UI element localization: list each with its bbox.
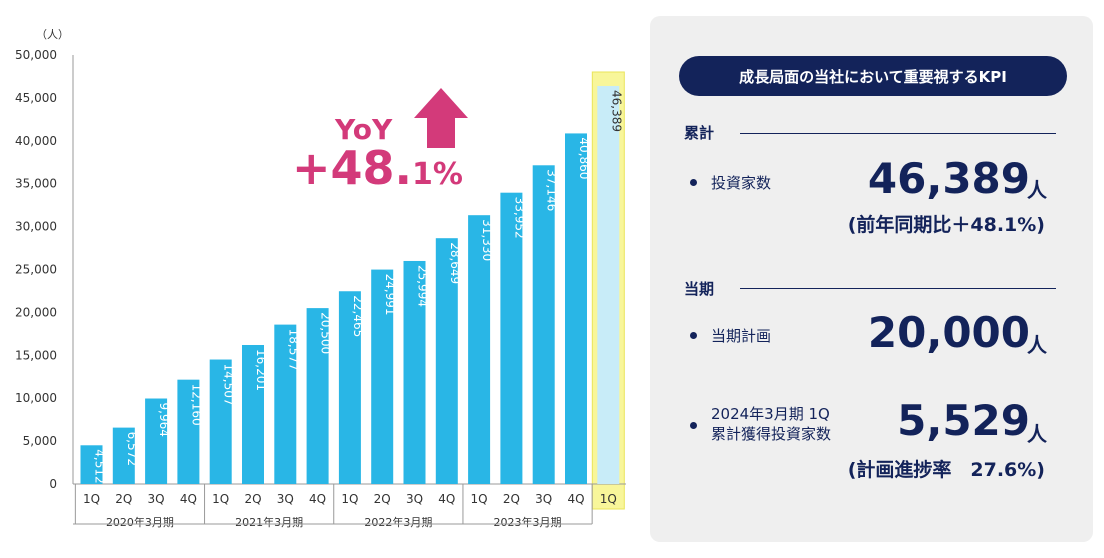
bullet-icon [690,179,697,186]
x-tick-label: 4Q [438,492,455,506]
bar [145,398,168,484]
x-tick-label: 2Q [244,492,261,506]
current-period-heading: 当期 [684,280,715,298]
bar [435,238,458,484]
bar-value-label: 18,577 [286,329,300,371]
acquired-unit: 人 [1027,422,1047,446]
bar [597,85,620,485]
plan-value: 20,000 [867,308,1030,357]
bar-value-label: 37,146 [545,169,559,211]
y-tick-label: 40,000 [15,134,57,148]
bar-value-label: 9,964 [157,403,171,437]
bar-value-label: 46,389 [609,90,623,132]
investor-count-chart: （人） 0 5,000 10,000 15,000 20,000 25,000 30,000 3… [15,28,626,529]
bar-value-label: 33,952 [512,197,526,239]
x-tick-label: 2Q [503,492,520,506]
bar [403,260,426,484]
bar [274,324,297,484]
y-tick-label: 25,000 [15,263,57,277]
x-tick-label: 2Q [374,492,391,506]
cumulative-divider [740,133,1056,134]
x-tick-label: 1Q [471,492,488,506]
bar [112,427,135,484]
yoy-value-small: 1% [412,157,463,192]
x-tick-label: 4Q [309,492,326,506]
x-tick-label: 3Q [535,492,552,506]
bar [532,165,555,484]
kpi-panel: 成長局面の当社において重要視するKPI 累計 投資家数 46,389 人 (前年… [650,16,1093,542]
bar-value-label: 31,330 [480,219,494,261]
fiscal-year-label: 2020年3月期 [106,515,174,529]
cumulative-heading: 累計 [684,124,715,142]
yoy-value-main: +48. [292,141,413,195]
x-tick-label: 3Q [277,492,294,506]
y-tick-label: 35,000 [15,177,57,191]
y-tick-label: 0 [49,477,57,491]
fiscal-year-label: 2023年3月期 [494,515,562,529]
x-tick-label: 2Q [115,492,132,506]
plan-unit: 人 [1027,333,1047,357]
bar-value-label: 22,465 [351,295,365,337]
y-axis-label: （人） [36,28,69,41]
y-tick-label: 10,000 [15,391,57,405]
bar [242,344,264,484]
y-tick-label: 20,000 [15,305,57,319]
x-tick-label: 1Q [600,492,617,506]
bullet-icon [690,332,697,339]
investor-count-unit: 人 [1027,178,1047,202]
bar-value-label: 20,500 [319,312,333,354]
bar [177,379,200,484]
bar [468,215,491,484]
kpi-title: 成長局面の当社において重要視するKPI [679,56,1067,96]
current-period-divider [740,288,1056,289]
acquired-label-line2: 累計獲得投資家数 [711,425,832,443]
bar [500,192,523,484]
bar [209,359,232,484]
bar-value-label: 12,160 [189,384,203,426]
bar-value-label: 28,649 [448,242,462,284]
bar-value-label: 14,507 [222,364,236,406]
acquired-label-line1: 2024年3月期 1Q [711,405,830,423]
yoy-value: +48.1% [292,143,463,200]
investor-count-value: 46,389 [867,154,1030,203]
bar-value-label: 25,994 [416,265,430,307]
x-tick-label: 3Q [406,492,423,506]
bar-value-label: 24,991 [383,274,397,316]
y-tick-label: 45,000 [15,91,57,105]
fiscal-year-label: 2021年3月期 [235,515,303,529]
bullet-icon [690,422,697,429]
bar-value-label: 40,860 [577,137,591,179]
yoy-comparison: (前年同期比＋48.1%) [847,214,1045,236]
up-arrow-icon [414,88,468,148]
y-tick-label: 50,000 [15,48,57,62]
x-tick-label: 1Q [83,492,100,506]
y-tick-label: 15,000 [15,348,57,362]
bar [565,133,587,484]
plan-progress: (計画進捗率 27.6%) [847,459,1045,481]
acquired-value: 5,529 [897,396,1030,445]
x-tick-label: 4Q [567,492,584,506]
investor-count-label: 投資家数 [711,174,772,192]
x-tick-label: 4Q [180,492,197,506]
bar [338,291,361,484]
y-tick-label: 30,000 [15,220,57,234]
bar-value-label: 16,201 [254,349,268,391]
bar-value-label: 6,572 [125,432,139,466]
x-tick-label: 1Q [212,492,229,506]
x-tick-label: 1Q [341,492,358,506]
bar [80,445,103,484]
y-tick-label: 5,000 [23,434,57,448]
yoy-label: YoY [335,113,393,146]
bar [371,269,394,484]
bar-value-label: 4,512 [93,449,107,483]
x-tick-label: 3Q [148,492,165,506]
bar [306,308,329,484]
fiscal-year-label: 2022年3月期 [364,515,432,529]
plan-label: 当期計画 [711,327,772,345]
